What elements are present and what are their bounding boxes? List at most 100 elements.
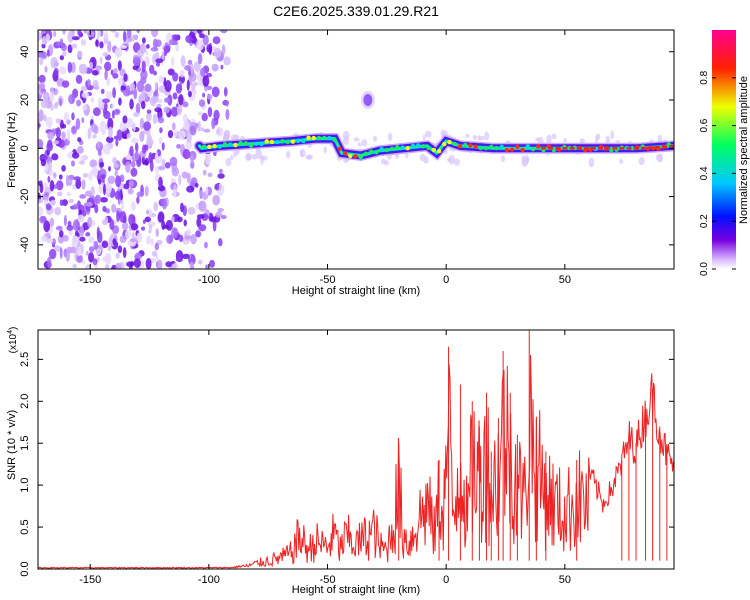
signal-blob <box>280 139 285 144</box>
noise-speckle <box>104 69 108 81</box>
noise-speckle <box>171 227 179 239</box>
noise-speckle <box>155 62 161 67</box>
noise-speckle <box>107 117 114 130</box>
signal-blob <box>228 142 233 147</box>
band-halo-speckle <box>448 154 455 165</box>
noise-speckle <box>40 235 48 243</box>
noise-speckle <box>123 183 130 190</box>
noise-speckle <box>104 264 110 269</box>
snr-xtick-label: 50 <box>559 574 571 586</box>
noise-speckle <box>113 108 121 116</box>
signal-blob <box>431 147 437 153</box>
noise-speckle <box>146 44 150 49</box>
noise-speckle <box>75 178 82 189</box>
noise-speckle <box>81 39 87 46</box>
noise-speckle <box>223 56 231 66</box>
noise-speckle <box>223 86 228 97</box>
noise-speckle <box>59 247 63 259</box>
noise-speckle <box>220 214 227 220</box>
noise-speckle <box>176 216 183 223</box>
noise-speckle <box>208 259 216 268</box>
noise-speckle <box>104 216 109 225</box>
noise-speckle <box>89 61 94 69</box>
snr-frame <box>37 329 675 570</box>
noise-speckle <box>183 120 190 131</box>
noise-speckle <box>122 30 127 43</box>
noise-speckle <box>82 260 85 265</box>
signal-blob <box>207 144 212 150</box>
noise-speckle <box>158 177 162 188</box>
noise-speckle <box>55 225 63 231</box>
noise-speckle <box>161 158 166 167</box>
signal-blob <box>473 144 478 149</box>
band-halo-speckle <box>286 150 291 159</box>
noise-speckle <box>38 81 46 91</box>
noise-speckle <box>119 44 128 49</box>
noise-speckle <box>202 34 209 46</box>
signal-peak-segment <box>569 147 575 150</box>
noise-speckle <box>94 65 103 71</box>
noise-speckle <box>198 99 206 107</box>
noise-speckle <box>219 30 228 34</box>
noise-speckle <box>143 144 149 151</box>
noise-speckle <box>129 238 137 243</box>
signal-blob <box>483 145 489 151</box>
noise-speckle <box>158 75 165 84</box>
noise-speckle <box>130 160 136 168</box>
spectrogram-ylabel: Frequency (Hz) <box>6 112 18 188</box>
noise-speckle <box>199 190 203 198</box>
band-halo-speckle <box>453 158 461 166</box>
spectrogram-xtick-label: -150 <box>79 274 101 286</box>
noise-speckle <box>95 248 102 256</box>
noise-speckle <box>128 214 136 226</box>
noise-speckle <box>180 202 184 213</box>
noise-speckle <box>119 235 127 244</box>
noise-speckle <box>116 210 120 222</box>
noise-speckle <box>170 216 175 222</box>
noise-speckle <box>136 196 140 204</box>
noise-speckle <box>155 228 159 237</box>
noise-speckle <box>94 264 98 269</box>
noise-speckle <box>175 83 182 94</box>
noise-speckle <box>207 172 213 177</box>
noise-speckle <box>190 72 197 82</box>
noise-speckle <box>46 238 54 244</box>
noise-speckle <box>171 122 176 131</box>
noise-speckle <box>76 254 83 263</box>
signal-blob <box>348 153 353 159</box>
noise-speckle <box>164 80 172 92</box>
noise-speckle <box>218 168 223 174</box>
signal-blob <box>405 145 410 151</box>
noise-speckle <box>59 55 65 61</box>
noise-speckle <box>38 180 43 187</box>
noise-speckle <box>121 133 129 139</box>
noise-speckle <box>61 131 66 140</box>
noise-speckle <box>96 30 100 42</box>
band-halo-speckle <box>361 139 368 147</box>
noise-speckle <box>85 232 91 237</box>
colorbar-tick-label: 0.8 <box>699 70 710 84</box>
signal-blob <box>436 149 442 154</box>
noise-speckle <box>182 253 190 260</box>
noise-speckle <box>213 47 222 59</box>
noise-speckle <box>130 223 139 231</box>
snr-xtick-label: -50 <box>320 574 336 586</box>
noise-speckle <box>200 127 205 132</box>
noise-speckle <box>161 198 167 210</box>
noise-speckle <box>178 234 184 243</box>
band-halo-speckle <box>477 135 481 141</box>
noise-speckle <box>114 31 120 38</box>
band-halo-speckle <box>484 131 490 141</box>
noise-speckle <box>94 196 99 205</box>
noise-speckle <box>82 104 88 111</box>
noise-speckle <box>53 102 58 110</box>
noise-speckle <box>144 216 152 223</box>
noise-speckle <box>133 87 138 100</box>
band-halo-speckle <box>230 154 234 161</box>
noise-speckle <box>86 79 91 87</box>
noise-speckle <box>186 185 195 193</box>
band-halo-speckle <box>465 133 470 139</box>
noise-speckle <box>53 140 60 145</box>
noise-speckle <box>111 103 115 109</box>
